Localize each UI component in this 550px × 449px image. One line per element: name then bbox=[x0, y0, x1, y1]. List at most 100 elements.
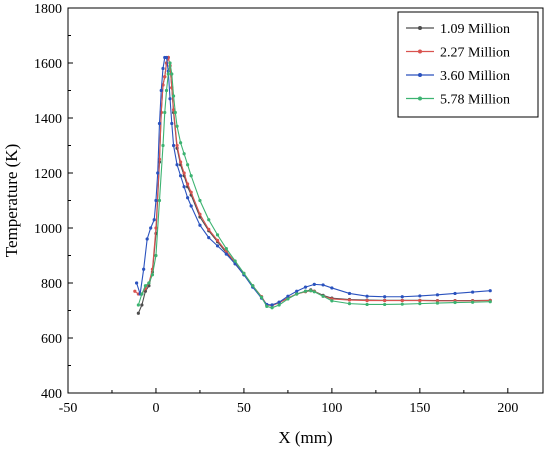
legend-swatch-marker bbox=[418, 49, 422, 54]
x-tick-label: 50 bbox=[237, 401, 251, 416]
y-tick-label: 1600 bbox=[34, 57, 62, 72]
data-point bbox=[347, 302, 352, 306]
series-line bbox=[134, 55, 491, 307]
data-point bbox=[157, 121, 162, 126]
data-point bbox=[233, 259, 237, 263]
x-axis: -50 0 50 100 150 200 bbox=[59, 388, 518, 416]
data-point bbox=[400, 302, 404, 306]
data-point bbox=[178, 141, 183, 145]
data-point bbox=[175, 163, 179, 167]
y-tick-label: 400 bbox=[41, 387, 62, 402]
data-point bbox=[347, 291, 352, 296]
data-point bbox=[178, 160, 183, 164]
data-point bbox=[149, 226, 153, 230]
data-point bbox=[186, 196, 190, 200]
data-point bbox=[166, 72, 170, 76]
data-point bbox=[159, 88, 163, 93]
data-point bbox=[175, 143, 179, 148]
data-point bbox=[224, 247, 228, 251]
data-point bbox=[277, 300, 281, 304]
data-point bbox=[207, 227, 211, 231]
x-axis-title: X (mm) bbox=[278, 428, 332, 447]
data-point bbox=[150, 273, 155, 277]
data-point bbox=[142, 267, 146, 271]
data-point bbox=[365, 302, 369, 307]
data-point bbox=[215, 233, 220, 237]
data-point bbox=[168, 61, 172, 65]
y-tick-label: 600 bbox=[41, 332, 62, 347]
series-line bbox=[136, 56, 491, 306]
y-tick-label: 800 bbox=[41, 277, 62, 292]
data-point bbox=[136, 303, 140, 307]
data-point bbox=[198, 198, 202, 203]
legend-swatch-marker bbox=[418, 26, 422, 30]
data-point bbox=[143, 284, 148, 288]
data-point bbox=[147, 281, 151, 285]
x-tick-label: -50 bbox=[59, 401, 78, 416]
legend-item: 2.27 Million bbox=[406, 46, 510, 61]
data-point bbox=[171, 108, 176, 112]
data-point bbox=[418, 302, 422, 306]
data-point bbox=[198, 212, 202, 216]
y-tick-label: 1000 bbox=[34, 222, 62, 237]
data-point bbox=[164, 88, 169, 93]
data-point bbox=[295, 289, 299, 293]
data-point bbox=[453, 300, 457, 305]
data-point bbox=[383, 299, 387, 303]
legend-item: 1.09 Million bbox=[406, 22, 510, 37]
legend-label: 5.78 Million bbox=[440, 93, 510, 108]
data-point bbox=[259, 295, 264, 299]
y-tick-label: 1400 bbox=[34, 112, 62, 127]
data-point bbox=[365, 294, 369, 298]
data-point bbox=[168, 97, 172, 101]
legend-swatch-marker bbox=[418, 96, 422, 101]
series-4 bbox=[136, 61, 492, 310]
data-point bbox=[312, 282, 316, 286]
data-point bbox=[189, 204, 193, 208]
data-point bbox=[471, 300, 475, 304]
data-point bbox=[189, 190, 193, 194]
data-point bbox=[163, 75, 167, 79]
data-point bbox=[163, 110, 167, 115]
data-point bbox=[154, 253, 158, 258]
data-point bbox=[182, 152, 186, 156]
data-point bbox=[136, 311, 140, 315]
data-point bbox=[215, 238, 220, 242]
data-point bbox=[265, 304, 269, 308]
legend-label: 3.60 Million bbox=[440, 69, 510, 84]
data-point bbox=[164, 55, 169, 60]
x-tick-label: 100 bbox=[321, 401, 342, 416]
data-point bbox=[207, 218, 211, 222]
legend-label: 1.09 Million bbox=[440, 22, 510, 37]
y-tick-label: 1800 bbox=[34, 2, 62, 17]
data-point bbox=[152, 218, 156, 222]
data-point bbox=[207, 236, 211, 240]
data-point bbox=[182, 171, 186, 175]
data-point bbox=[173, 110, 177, 115]
data-point bbox=[270, 306, 274, 310]
data-point bbox=[365, 299, 369, 303]
series-3 bbox=[135, 55, 492, 307]
legend-item: 5.78 Million bbox=[406, 93, 510, 108]
data-point bbox=[182, 185, 186, 189]
data-point bbox=[186, 182, 190, 186]
data-point bbox=[418, 294, 422, 298]
data-point bbox=[435, 299, 440, 303]
series-layer bbox=[133, 55, 492, 315]
y-tick-label: 1200 bbox=[34, 167, 62, 182]
data-point bbox=[488, 289, 492, 293]
data-point bbox=[435, 293, 440, 297]
data-point bbox=[400, 295, 404, 299]
data-point bbox=[157, 198, 162, 203]
legend: 1.09 Million 2.27 Million 3.60 Million 5.78… bbox=[397, 11, 539, 118]
data-point bbox=[170, 121, 174, 126]
data-point bbox=[321, 283, 325, 287]
data-point bbox=[140, 303, 144, 307]
data-point bbox=[170, 72, 174, 76]
legend-label: 2.27 Million bbox=[440, 46, 510, 61]
data-point bbox=[286, 297, 290, 301]
data-point bbox=[140, 292, 144, 296]
data-point bbox=[224, 252, 228, 256]
x-tick-label: 0 bbox=[152, 401, 159, 416]
